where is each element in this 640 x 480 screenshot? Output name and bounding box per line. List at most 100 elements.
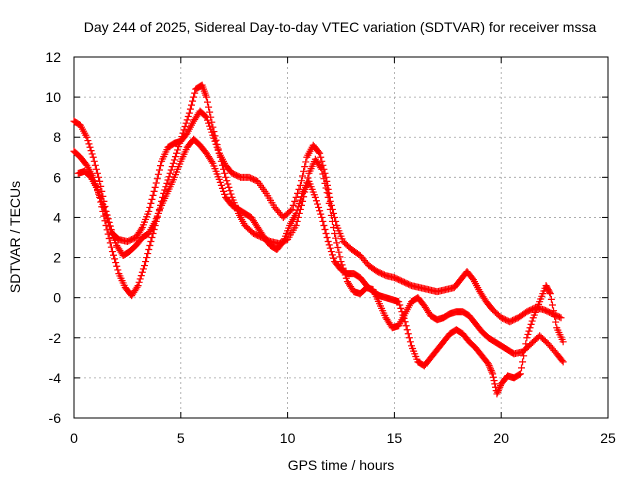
data-point (161, 186, 169, 194)
data-point (101, 207, 109, 215)
data-point (177, 136, 185, 144)
data-point (517, 364, 525, 372)
data-point (547, 295, 555, 303)
data-point (292, 221, 300, 229)
data-point (206, 108, 214, 116)
data-point (206, 122, 214, 130)
data-point (151, 183, 159, 191)
data-point (103, 214, 111, 222)
data-point (300, 167, 308, 175)
data-point (395, 298, 403, 306)
data-point (292, 193, 300, 201)
data-point (205, 103, 213, 111)
data-point (327, 248, 335, 256)
data-point (525, 327, 533, 335)
axis-ticks: 0 5 10 15 20 25 -6 -4 -2 0 2 4 6 8 10 12 (45, 49, 616, 446)
data-point (295, 199, 303, 207)
data-point (322, 229, 330, 237)
data-point (316, 207, 324, 215)
data-point (152, 179, 160, 187)
data-point (523, 334, 531, 342)
y-tick-label: -4 (49, 370, 62, 386)
data-point (165, 173, 173, 181)
data-point (107, 243, 115, 251)
data-point (87, 147, 95, 155)
data-point (88, 150, 96, 158)
data-point (144, 250, 152, 258)
data-point (215, 175, 223, 183)
x-tick-label: 20 (493, 430, 509, 446)
data-point (294, 203, 302, 211)
data-point (93, 185, 101, 193)
data-point (145, 246, 153, 254)
data-point (485, 362, 493, 370)
data-point (328, 251, 336, 259)
data-point (92, 165, 100, 173)
data-point (178, 133, 186, 141)
data-point (519, 358, 527, 366)
data-point (91, 161, 99, 169)
data-point (494, 387, 502, 395)
series-track-a (70, 107, 565, 326)
y-tick-label: 0 (53, 290, 61, 306)
x-tick-label: 10 (280, 430, 296, 446)
data-point (526, 324, 534, 332)
data-point (520, 352, 528, 360)
data-point (170, 156, 178, 164)
x-tick-label: 0 (70, 430, 78, 446)
plot-frame (73, 56, 609, 419)
y-tick-label: -6 (49, 410, 62, 426)
data-point (114, 266, 122, 274)
data-point (146, 242, 154, 250)
data-point (153, 175, 161, 183)
data-point (494, 388, 502, 396)
data-point (147, 238, 155, 246)
data-point (546, 290, 554, 298)
data-point (212, 136, 220, 144)
data-point (325, 199, 333, 207)
data-point (166, 169, 174, 177)
y-tick-label: 2 (53, 250, 61, 266)
data-point (214, 145, 222, 153)
data-point (95, 188, 103, 196)
data-point (293, 206, 301, 214)
data-point (317, 210, 325, 218)
data-point (110, 251, 118, 259)
data-point (217, 181, 225, 189)
data-point (216, 153, 224, 161)
data-point (224, 180, 232, 188)
data-point (175, 143, 183, 151)
data-point (213, 141, 221, 149)
data-point (546, 288, 554, 296)
data-point (302, 158, 310, 166)
data-point (319, 217, 327, 225)
data-point (220, 187, 228, 195)
data-point (515, 371, 523, 379)
data-point (516, 370, 524, 378)
data-point (550, 307, 558, 315)
data-point (143, 254, 151, 262)
data-point (296, 196, 304, 204)
data-point (89, 153, 97, 161)
data-point (102, 211, 110, 219)
data-point (220, 165, 228, 173)
data-point (217, 157, 225, 165)
data-point (328, 217, 336, 225)
data-point (324, 193, 332, 201)
data-point (397, 304, 405, 312)
data-points (70, 81, 567, 398)
data-point (155, 166, 163, 174)
data-point (221, 190, 229, 198)
data-point (85, 140, 93, 148)
data-point (134, 282, 142, 290)
data-point (321, 225, 329, 233)
data-point (312, 197, 320, 205)
data-point (96, 177, 104, 185)
data-point (493, 390, 501, 398)
data-point (286, 207, 294, 215)
data-point (315, 203, 323, 211)
data-point (292, 209, 300, 217)
data-point (489, 370, 497, 378)
data-point (135, 278, 143, 286)
